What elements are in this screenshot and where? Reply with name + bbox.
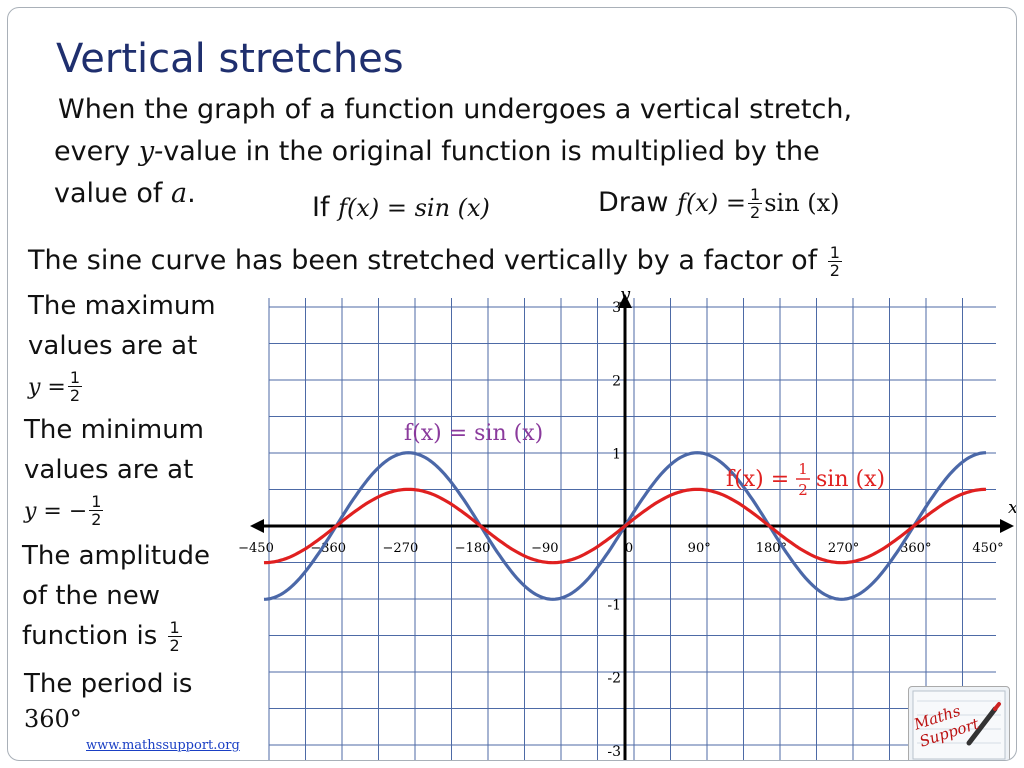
given-function: If f(x) = sin (x) bbox=[312, 192, 490, 223]
draw-fraction-num: 1 bbox=[748, 185, 763, 204]
max-eq-lhs: y = bbox=[28, 375, 66, 400]
intro-line-3: value of a. bbox=[54, 178, 196, 209]
slide-title: Vertical stretches bbox=[56, 36, 404, 82]
intro-line-2-start: every bbox=[54, 136, 139, 167]
draw-rhs: sin (x) bbox=[764, 189, 840, 217]
series-label-half-den: 2 bbox=[798, 481, 808, 499]
x-tick-label: 180° bbox=[756, 541, 787, 556]
x-tick-label: −450 bbox=[238, 541, 274, 556]
slide: Vertical stretches When the graph of a f… bbox=[7, 7, 1017, 761]
series-label-half-rhs: sin (x) bbox=[816, 467, 885, 492]
period-note: The period is 360° bbox=[24, 664, 192, 734]
sine-graph: xy−450−360−270−180−90090°180°270°360°450… bbox=[238, 284, 1016, 760]
x-tick-label: 360° bbox=[900, 541, 931, 556]
graph-curves bbox=[263, 451, 987, 601]
draw-fraction-den: 2 bbox=[750, 203, 761, 222]
period-value: 360° bbox=[24, 705, 82, 733]
max-note-equation: y = 1 2 bbox=[28, 366, 216, 408]
x-tick-label: −90 bbox=[531, 541, 558, 556]
min-eq-den: 2 bbox=[91, 510, 102, 529]
y-axis-label: y bbox=[619, 284, 631, 305]
if-word: If bbox=[312, 192, 330, 223]
amplitude-num: 1 bbox=[167, 618, 182, 637]
x-tick-label: 270° bbox=[828, 541, 859, 556]
max-note: The maximum values are at y = 1 2 bbox=[28, 286, 216, 408]
y-tick-label: -3 bbox=[607, 744, 621, 760]
min-note: The minimum values are at y = −1 2 bbox=[24, 410, 204, 532]
website-link[interactable]: www.mathssupport.org bbox=[86, 738, 240, 753]
intro-variable-a: a bbox=[170, 178, 188, 209]
intro-line-1: When the graph of a function undergoes a… bbox=[58, 94, 853, 125]
y-axis-arrow-up bbox=[618, 294, 632, 308]
logo-graphic bbox=[912, 690, 1006, 760]
given-expression: f(x) = sin (x) bbox=[338, 194, 490, 222]
intro-line-2-end: value in the original function is multip… bbox=[163, 136, 820, 167]
stretch-statement: The sine curve has been stretched vertic… bbox=[28, 244, 844, 279]
graph-axes bbox=[250, 294, 1014, 760]
min-note-equation: y = −1 2 bbox=[24, 490, 204, 532]
y-tick-label: 2 bbox=[612, 373, 621, 389]
y-tick-label: 1 bbox=[612, 447, 621, 463]
intro-line-3-end: . bbox=[187, 178, 196, 209]
x-tick-label: −180 bbox=[455, 541, 491, 556]
min-eq-lhs: y = − bbox=[24, 499, 88, 524]
draw-instruction: Draw f(x) = 1 2 sin (x) bbox=[598, 186, 840, 221]
y-tick-label: -1 bbox=[607, 597, 621, 613]
graph-series-labels: f(x) = sin (x) f(x) = 1 2 sin (x) bbox=[404, 421, 885, 499]
max-note-line-1: The maximum bbox=[28, 291, 216, 321]
min-note-line-1: The minimum bbox=[24, 415, 205, 445]
stretch-statement-text: The sine curve has been stretched vertic… bbox=[28, 245, 818, 276]
draw-word: Draw bbox=[598, 187, 669, 218]
y-tick-label: 3 bbox=[612, 300, 621, 316]
graph-grid bbox=[268, 298, 996, 760]
maths-support-logo: Maths Support bbox=[908, 686, 1010, 760]
series-label-half-num: 1 bbox=[798, 460, 808, 478]
x-axis-label: x bbox=[1008, 497, 1016, 518]
intro-variable-y: y- bbox=[138, 136, 164, 167]
min-eq-num: 1 bbox=[89, 492, 104, 511]
x-tick-label: 0 bbox=[625, 541, 633, 556]
amplitude-note-line-1: The amplitude bbox=[22, 541, 211, 571]
intro-line-2: every y-value in the original function i… bbox=[54, 136, 820, 167]
max-eq-num: 1 bbox=[67, 368, 83, 387]
draw-lhs: f(x) = bbox=[677, 189, 747, 217]
stretch-fraction-num: 1 bbox=[827, 243, 842, 262]
series-label-sin-x: f(x) = sin (x) bbox=[404, 421, 543, 446]
period-note-line-1: The period is bbox=[24, 669, 193, 699]
x-tick-label: 450° bbox=[972, 541, 1003, 556]
x-axis-arrow-left bbox=[250, 519, 264, 533]
graph-tick-labels: xy−450−360−270−180−90090°180°270°360°450… bbox=[238, 284, 1016, 760]
x-tick-label: −270 bbox=[383, 541, 419, 556]
x-axis-arrow-right bbox=[1000, 519, 1014, 533]
intro-line-3-start: value of bbox=[54, 178, 171, 209]
amplitude-note-text: function is bbox=[22, 621, 158, 651]
y-tick-label: -2 bbox=[607, 671, 621, 687]
series-line-half-sin-x bbox=[263, 487, 987, 565]
amplitude-den: 2 bbox=[169, 636, 180, 655]
amplitude-note-line-2: of the new bbox=[22, 581, 160, 611]
max-note-line-2: values are at bbox=[28, 331, 198, 361]
min-note-line-2: values are at bbox=[24, 455, 194, 485]
x-tick-label: 90° bbox=[688, 541, 711, 556]
series-label-half-lhs: f(x) = bbox=[726, 467, 789, 492]
max-eq-den: 2 bbox=[69, 386, 81, 405]
stretch-fraction-den: 2 bbox=[829, 261, 840, 280]
